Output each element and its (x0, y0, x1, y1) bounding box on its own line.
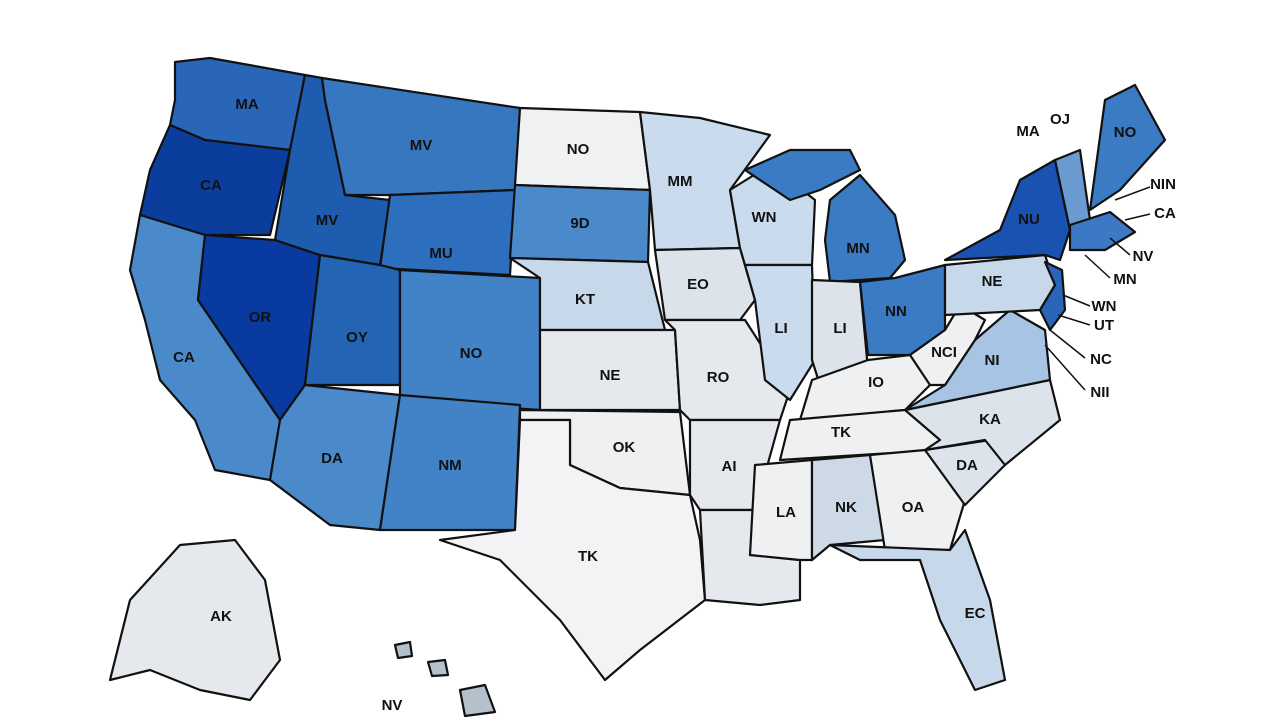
state-ny (943, 158, 1072, 262)
state-label: NII (1090, 384, 1109, 401)
state-label: NK (835, 499, 857, 516)
state-al (810, 453, 887, 562)
state-label: DA (321, 450, 343, 467)
state-label: KT (575, 291, 595, 308)
state-label: LA (776, 504, 796, 521)
state-ga (868, 448, 967, 552)
callout-lines (1044, 186, 1151, 391)
state-label: CA (1154, 205, 1176, 222)
state-label: EC (965, 605, 986, 622)
state-label: OR (249, 309, 272, 326)
state-label: MM (668, 173, 693, 190)
state-label: AI (722, 458, 737, 475)
state-label: MV (316, 212, 339, 229)
state-label: NE (600, 367, 621, 384)
state-label: EO (687, 276, 709, 293)
state-label: OK (613, 439, 636, 456)
leader-line (1049, 329, 1086, 359)
state-wy (378, 188, 517, 277)
state-label: OA (902, 499, 925, 516)
state-fl (828, 528, 1007, 692)
state-label: CA (200, 177, 222, 194)
state-label: KA (979, 411, 1001, 428)
state-label: NV (1133, 248, 1154, 265)
leader-line (1124, 213, 1151, 221)
state-label: NCI (931, 344, 957, 361)
leader-line (1062, 294, 1091, 307)
leader-line (1114, 186, 1151, 201)
state-label: AK (210, 608, 232, 625)
leader-line (1044, 344, 1086, 391)
state-nc (903, 378, 1062, 467)
state-label: LI (774, 320, 787, 337)
state-label: IO (868, 374, 884, 391)
state-label: CA (173, 349, 195, 366)
leader-line (1109, 237, 1131, 256)
state-label: MU (429, 245, 452, 262)
state-label: NV (382, 697, 403, 714)
state-label: NN (885, 303, 907, 320)
state-hi-3 (458, 683, 497, 718)
state-label: NO (567, 141, 590, 158)
state-label: 9D (570, 215, 589, 232)
state-label: MN (846, 240, 869, 257)
state-label: DA (956, 457, 978, 474)
state-label: NM (438, 457, 461, 474)
state-label: UT (1094, 317, 1114, 334)
state-labels: MA MV NO MM CA MV 9D MU WN MN OR OY NO K… (173, 96, 1176, 714)
state-label: MV (410, 137, 433, 154)
state-label: NU (1018, 211, 1040, 228)
state-label: NIN (1150, 176, 1176, 193)
state-label: OJ (1050, 111, 1070, 128)
state-or (138, 123, 292, 237)
state-hi-1 (393, 640, 414, 660)
state-label: RO (707, 369, 730, 386)
state-hi-2 (426, 658, 450, 678)
state-label: MA (235, 96, 258, 113)
state-mi (823, 173, 907, 284)
state-ut (303, 253, 402, 387)
states (108, 56, 1167, 718)
leader-line (1057, 314, 1091, 326)
state-ma-ct (1068, 210, 1137, 252)
state-wv (908, 303, 987, 387)
state-label: NO (1114, 124, 1137, 141)
state-co (398, 268, 542, 412)
state-ms (748, 458, 814, 562)
state-il (743, 263, 817, 402)
state-label: MN (1113, 271, 1136, 288)
state-label: MA (1016, 123, 1039, 140)
leader-line (1084, 254, 1111, 279)
state-label: NC (1090, 351, 1112, 368)
state-me (1088, 83, 1167, 212)
state-ak (108, 538, 282, 702)
state-label: NO (460, 345, 483, 362)
state-label: NI (985, 352, 1000, 369)
state-mi-upper (743, 148, 862, 202)
state-label: OY (346, 329, 368, 346)
state-tx (438, 418, 707, 682)
state-label: TK (578, 548, 598, 565)
state-ia (653, 246, 757, 322)
state-label: LI (833, 320, 846, 337)
state-label: WN (752, 209, 777, 226)
state-label: TK (831, 424, 851, 441)
state-label: WN (1092, 298, 1117, 315)
state-label: NE (982, 273, 1003, 290)
